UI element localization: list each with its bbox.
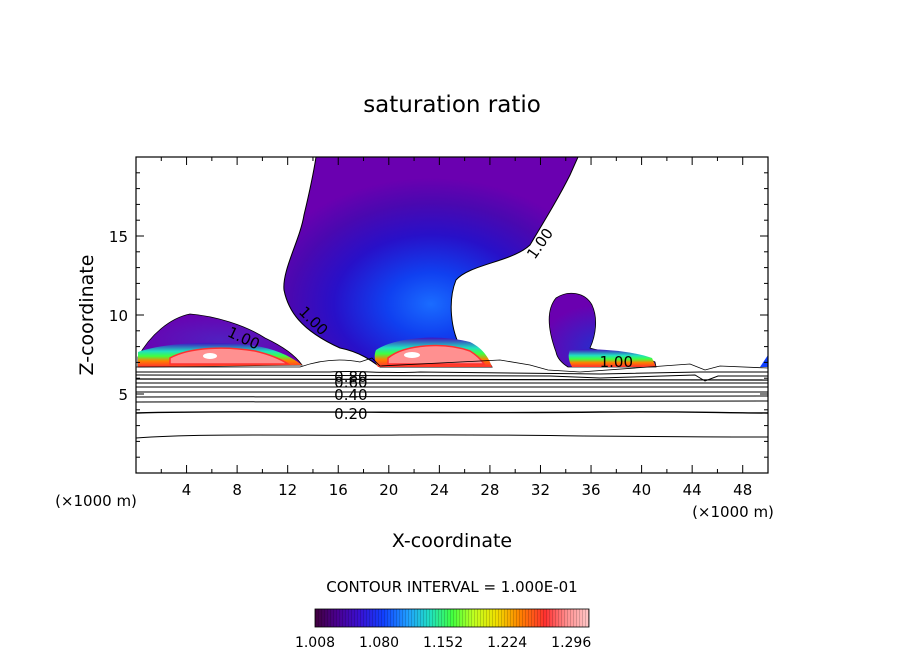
contour-line bbox=[136, 374, 768, 382]
moist-band-edge bbox=[760, 355, 768, 367]
contour-line bbox=[136, 378, 768, 381]
x-tick-labels: 4 8 12 16 20 24 28 32 36 40 44 48 bbox=[182, 481, 752, 499]
x-tick-label: 24 bbox=[430, 481, 449, 499]
contour-line bbox=[136, 411, 768, 414]
x-tick-label: 36 bbox=[581, 481, 600, 499]
high-supersaturation-central bbox=[387, 344, 486, 365]
high-supersaturation-left bbox=[169, 347, 291, 365]
colorbar-tick-label: 1.080 bbox=[359, 635, 399, 651]
y-tick-label: 5 bbox=[118, 386, 128, 404]
chart-title: saturation ratio bbox=[363, 92, 541, 118]
contour-interval-text: CONTOUR INTERVAL = 1.000E-01 bbox=[326, 578, 577, 596]
contour-line bbox=[136, 395, 768, 398]
colorbar-tick-labels: 1.008 1.080 1.152 1.224 1.296 bbox=[295, 635, 591, 651]
cloud-region-central bbox=[283, 157, 579, 368]
x-axis-label: X-coordinate bbox=[392, 530, 512, 552]
x-tick-label: 8 bbox=[232, 481, 242, 499]
y-tick-label: 10 bbox=[109, 307, 128, 325]
contour-label: 0.20 bbox=[334, 405, 367, 423]
colorbar-tick-label: 1.008 bbox=[295, 635, 335, 651]
contour-line bbox=[136, 370, 768, 375]
x-tick-label: 32 bbox=[531, 481, 550, 499]
axis-ticks bbox=[136, 157, 768, 473]
contour-line bbox=[136, 434, 768, 439]
colorbar-tick-label: 1.152 bbox=[423, 635, 463, 651]
contour-lines bbox=[136, 357, 768, 439]
colorbar-tick-label: 1.296 bbox=[551, 635, 591, 651]
colorbar-lines bbox=[314, 608, 590, 628]
x-tick-label: 28 bbox=[480, 481, 499, 499]
y-tick-label: 15 bbox=[109, 228, 128, 246]
x-tick-label: 4 bbox=[182, 481, 192, 499]
contour-line bbox=[136, 400, 768, 403]
x-unit-left: (×1000 m) bbox=[55, 492, 137, 510]
white-spot-central bbox=[404, 352, 420, 358]
contour-line bbox=[136, 357, 768, 373]
contour-fill-layer bbox=[137, 157, 768, 368]
cloud-region-east bbox=[548, 292, 657, 368]
white-spot-left bbox=[203, 353, 217, 359]
y-axis-label: Z-coordinate bbox=[76, 255, 98, 376]
colorbar-tick-label: 1.224 bbox=[487, 635, 527, 651]
contour-label: 0.40 bbox=[334, 386, 367, 404]
contour-label: 0.80 bbox=[334, 368, 367, 386]
y-tick-labels: 5 10 15 bbox=[109, 228, 128, 404]
x-tick-label: 48 bbox=[733, 481, 752, 499]
moist-band-east bbox=[568, 349, 656, 367]
contour-label: 0.60 bbox=[334, 373, 367, 391]
x-tick-label: 40 bbox=[632, 481, 651, 499]
x-tick-label: 16 bbox=[329, 481, 348, 499]
x-tick-label: 12 bbox=[278, 481, 297, 499]
x-tick-label: 44 bbox=[683, 481, 702, 499]
x-tick-label: 20 bbox=[379, 481, 398, 499]
x-unit-right: (×1000 m) bbox=[692, 503, 774, 521]
contour-label: 1.00 bbox=[600, 353, 633, 371]
